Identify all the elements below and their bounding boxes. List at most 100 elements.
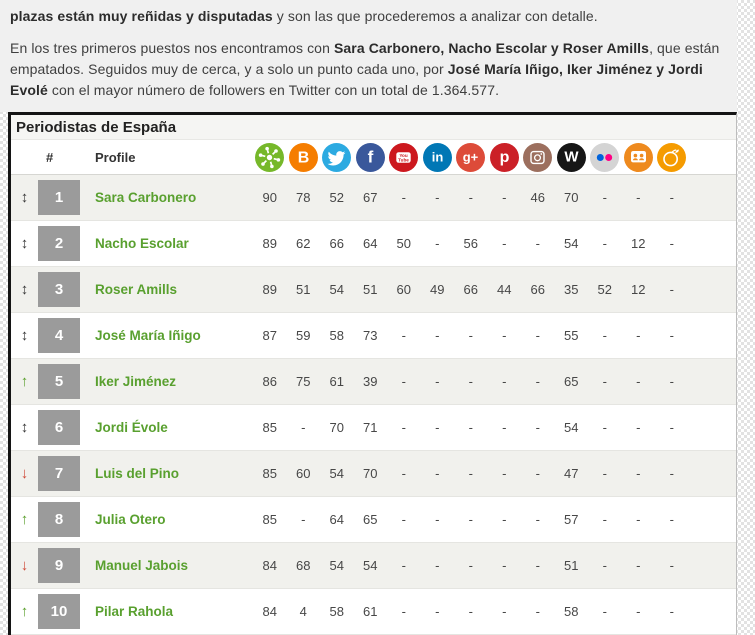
score-value-pinterest: - [502, 190, 507, 205]
profile-name-link[interactable]: Julia Otero [95, 511, 166, 527]
score-value-youtube: - [401, 512, 406, 527]
score-value-pinterest: - [502, 604, 507, 619]
table-row[interactable]: ↓ 7 Luis del Pino 85 60 54 70 - - - - - 47 - - - [11, 451, 736, 497]
score-value-instagram: - [535, 374, 540, 389]
score-value-twitter: 58 [329, 604, 344, 619]
score-value-slideshare: - [636, 374, 641, 389]
score-value-orange-network: - [669, 282, 674, 297]
score-value-score: 90 [262, 190, 277, 205]
profile-name-link[interactable]: Sara Carbonero [95, 189, 197, 205]
score-value-googleplus: - [468, 512, 473, 527]
table-row[interactable]: ↑ 10 Pilar Rahola 84 4 58 61 - - - - - 58 - - - [11, 589, 736, 635]
table-row[interactable]: ↓ 9 Manuel Jabois 84 68 54 54 - - - - - 51 - - - [11, 543, 736, 589]
blogger-icon[interactable]: B [287, 142, 321, 172]
trend-same-icon: ↕ [20, 188, 29, 206]
table-row[interactable]: ↕ 2 Nacho Escolar 89 62 66 64 50 - 56 - - 54 - 12 - [11, 221, 736, 267]
score-value-facebook: 51 [363, 282, 378, 297]
score-value-blogger: 75 [296, 374, 311, 389]
youtube-icon[interactable]: You Tube [387, 142, 421, 172]
orange-network-icon[interactable] [655, 142, 689, 172]
profile-name-link[interactable]: José María Iñigo [95, 327, 201, 343]
rank-badge: 4 [38, 318, 80, 353]
intro-bold-text: plazas están muy reñidas y disputadas [10, 8, 273, 24]
score-value-twitter: 64 [329, 512, 344, 527]
score-value-blogger: 4 [299, 604, 307, 619]
profile-name-link[interactable]: Manuel Jabois [95, 557, 189, 573]
table-row[interactable]: ↑ 8 Julia Otero 85 - 64 65 - - - - - 57 - - - [11, 497, 736, 543]
profile-name-link[interactable]: Jordi Évole [95, 419, 168, 435]
score-value-score: 89 [262, 236, 277, 251]
score-value-wikipedia: 47 [564, 466, 579, 481]
facebook-icon[interactable]: f [354, 142, 388, 172]
score-value-wikipedia: 58 [564, 604, 579, 619]
score-value-wikipedia: 51 [564, 558, 579, 573]
profile-name-link[interactable]: Iker Jiménez [95, 373, 177, 389]
svg-text:g+: g+ [463, 149, 479, 164]
score-value-orange-network: - [669, 604, 674, 619]
pinterest-icon[interactable]: p [488, 142, 522, 172]
score-value-orange-network: - [669, 328, 674, 343]
score-value-googleplus: - [468, 558, 473, 573]
score-value-instagram: - [535, 512, 540, 527]
rank-badge: 5 [38, 364, 80, 399]
score-value-youtube: - [401, 328, 406, 343]
table-row[interactable]: ↕ 3 Roser Amills 89 51 54 51 60 49 66 44 66 35 52 12 - [11, 267, 736, 313]
score-value-linkedin: - [435, 512, 440, 527]
score-value-facebook: 71 [363, 420, 378, 435]
wikipedia-icon[interactable]: W [555, 142, 589, 172]
score-value-instagram: 66 [530, 282, 545, 297]
score-value-pinterest: - [502, 466, 507, 481]
score-value-blogger: 60 [296, 466, 311, 481]
score-value-googleplus: - [468, 374, 473, 389]
svg-text:Tube: Tube [398, 157, 409, 162]
score-value-flickr: - [602, 558, 607, 573]
score-value-youtube: 50 [396, 236, 411, 251]
score-value-slideshare: - [636, 420, 641, 435]
rank-badge: 6 [38, 410, 80, 445]
trend-same-icon: ↕ [20, 418, 29, 436]
score-icon[interactable] [253, 142, 287, 172]
score-value-flickr: - [602, 466, 607, 481]
slideshare-icon[interactable] [622, 142, 656, 172]
trend-down-icon: ↓ [20, 464, 29, 482]
score-value-twitter: 58 [329, 328, 344, 343]
score-value-facebook: 64 [363, 236, 378, 251]
table-row[interactable]: ↕ 1 Sara Carbonero 90 78 52 67 - - - - 46 70 - - - [11, 175, 736, 221]
score-value-blogger: 78 [296, 190, 311, 205]
score-value-orange-network: - [669, 420, 674, 435]
googleplus-icon[interactable]: g+ [454, 142, 488, 172]
flickr-icon[interactable] [588, 142, 622, 172]
score-value-slideshare: 12 [631, 282, 646, 297]
score-value-instagram: - [535, 466, 540, 481]
linkedin-icon[interactable]: in [421, 142, 455, 172]
score-value-slideshare: - [636, 466, 641, 481]
score-value-twitter: 52 [329, 190, 344, 205]
table-row[interactable]: ↑ 5 Iker Jiménez 86 75 61 39 - - - - - 65 - - - [11, 359, 736, 405]
score-value-pinterest: 44 [497, 282, 512, 297]
score-value-flickr: 52 [597, 282, 612, 297]
profile-name-link[interactable]: Roser Amills [95, 281, 178, 297]
intro-bold-text: José María Iñigo, Iker Jiménez y Jordi E… [10, 61, 703, 98]
score-value-pinterest: - [502, 558, 507, 573]
score-value-blogger: 68 [296, 558, 311, 573]
instagram-icon[interactable] [521, 142, 555, 172]
score-value-wikipedia: 54 [564, 236, 579, 251]
score-value-youtube: - [401, 190, 406, 205]
twitter-icon[interactable] [320, 142, 354, 172]
score-value-pinterest: - [502, 374, 507, 389]
score-value-score: 87 [262, 328, 277, 343]
svg-text:W: W [564, 148, 579, 165]
profile-name-link[interactable]: Luis del Pino [95, 465, 180, 481]
score-value-score: 85 [262, 466, 277, 481]
score-value-slideshare: - [636, 558, 641, 573]
profile-name-link[interactable]: Pilar Rahola [95, 603, 174, 619]
table-row[interactable]: ↕ 6 Jordi Évole 85 - 70 71 - - - - - 54 - - - [11, 405, 736, 451]
profile-name-link[interactable]: Nacho Escolar [95, 235, 189, 251]
score-value-wikipedia: 65 [564, 374, 579, 389]
score-value-youtube: - [401, 374, 406, 389]
score-value-blogger: - [301, 512, 306, 527]
svg-text:B: B [297, 149, 309, 166]
score-value-flickr: - [602, 604, 607, 619]
table-row[interactable]: ↕ 4 José María Iñigo 87 59 58 73 - - - - - 55 - - - [11, 313, 736, 359]
